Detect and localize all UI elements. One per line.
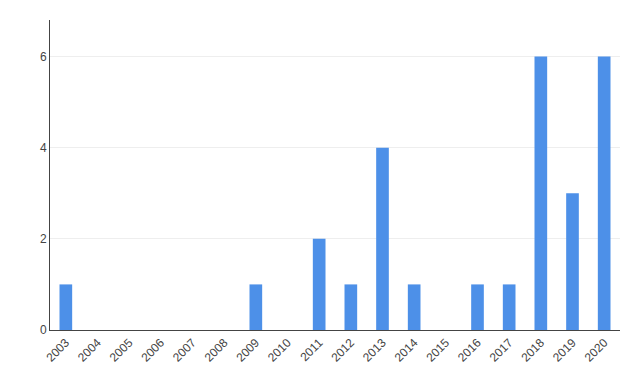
svg-text:2019: 2019 bbox=[550, 336, 579, 365]
svg-text:4: 4 bbox=[40, 141, 47, 155]
svg-text:2008: 2008 bbox=[202, 336, 231, 365]
svg-text:2020: 2020 bbox=[582, 336, 611, 365]
svg-text:0: 0 bbox=[40, 323, 47, 337]
svg-text:2016: 2016 bbox=[455, 336, 484, 365]
svg-text:2011: 2011 bbox=[297, 336, 325, 364]
svg-text:2014: 2014 bbox=[392, 336, 421, 365]
svg-text:2005: 2005 bbox=[107, 336, 136, 365]
svg-text:2007: 2007 bbox=[170, 336, 199, 365]
svg-text:2: 2 bbox=[40, 232, 47, 246]
svg-text:2013: 2013 bbox=[360, 336, 389, 365]
svg-text:2009: 2009 bbox=[233, 336, 262, 365]
svg-text:2018: 2018 bbox=[518, 336, 547, 365]
svg-text:2015: 2015 bbox=[423, 336, 452, 365]
svg-text:2004: 2004 bbox=[75, 336, 104, 365]
svg-text:2010: 2010 bbox=[265, 336, 294, 365]
svg-text:2003: 2003 bbox=[43, 336, 72, 365]
svg-text:2017: 2017 bbox=[487, 336, 516, 365]
svg-text:6: 6 bbox=[40, 50, 47, 64]
svg-text:2012: 2012 bbox=[328, 336, 357, 365]
svg-text:2006: 2006 bbox=[138, 336, 167, 365]
